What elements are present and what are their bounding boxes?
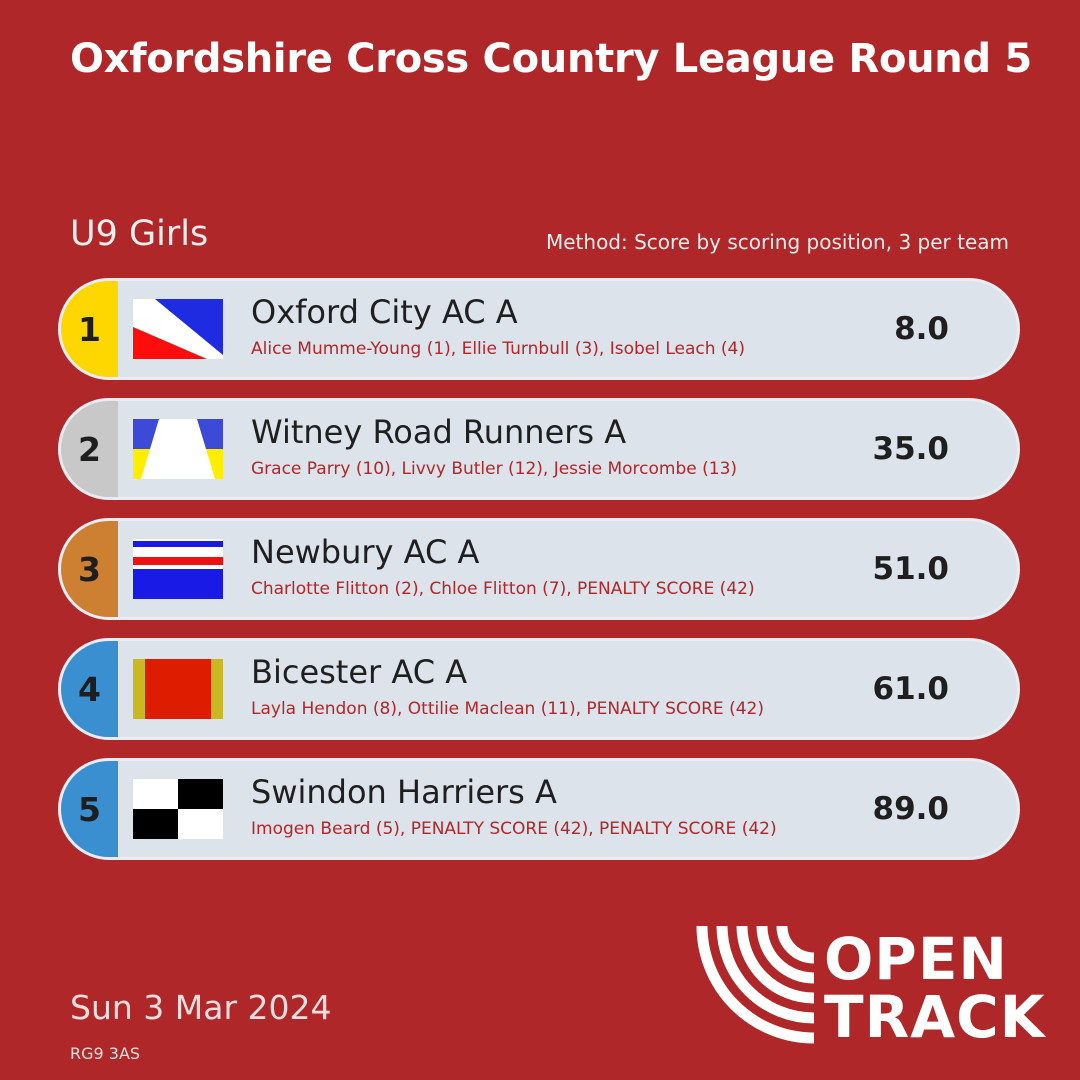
team-score: 51.0	[872, 551, 950, 587]
oxford-city-flag-icon	[133, 299, 223, 359]
result-row: 5 Swindon Harriers A Imogen Beard (5), P…	[58, 758, 1020, 860]
team-members: Grace Parry (10), Livvy Butler (12), Jes…	[251, 459, 738, 479]
category-label: U9 Girls	[70, 214, 209, 254]
witney-flag-icon	[133, 419, 223, 479]
result-row: 2 Witney Road Runners A Grace Parry (10)…	[58, 398, 1020, 500]
team-name: Swindon Harriers A	[251, 773, 557, 811]
opentrack-logo: OPEN TRACK	[694, 926, 1046, 1046]
team-score: 61.0	[872, 671, 950, 707]
team-name: Newbury AC A	[251, 533, 480, 571]
team-members: Charlotte Flitton (2), Chloe Flitton (7)…	[251, 579, 755, 599]
team-score: 89.0	[872, 791, 950, 827]
scoring-method: Method: Score by scoring position, 3 per…	[545, 230, 1009, 254]
position-badge: 5	[61, 761, 118, 857]
bicester-flag-icon	[133, 659, 223, 719]
logo-text-open: OPEN	[824, 925, 1008, 993]
team-members: Imogen Beard (5), PENALTY SCORE (42), PE…	[251, 819, 777, 839]
result-row: 1 Oxford City AC A Alice Mumme-Young (1)…	[58, 278, 1020, 380]
event-date: Sun 3 Mar 2024	[70, 988, 332, 1027]
position-badge: 3	[61, 521, 118, 617]
team-name: Witney Road Runners A	[251, 413, 627, 451]
logo-text-track: TRACK	[824, 983, 1046, 1051]
position-badge: 1	[61, 281, 118, 377]
team-members: Layla Hendon (8), Ottilie Maclean (11), …	[251, 699, 764, 719]
page-title: Oxfordshire Cross Country League Round 5	[70, 36, 1032, 82]
team-name: Oxford City AC A	[251, 293, 518, 331]
team-name: Bicester AC A	[251, 653, 468, 691]
position-badge: 4	[61, 641, 118, 737]
newbury-flag-icon	[133, 539, 223, 599]
team-score: 8.0	[894, 311, 949, 347]
result-row: 4 Bicester AC A Layla Hendon (8), Ottili…	[58, 638, 1020, 740]
swindon-flag-icon	[133, 779, 223, 839]
team-members: Alice Mumme-Young (1), Ellie Turnbull (3…	[251, 339, 746, 359]
event-postcode: RG9 3AS	[70, 1044, 141, 1063]
position-badge: 2	[61, 401, 118, 497]
team-score: 35.0	[872, 431, 950, 467]
result-row: 3 Newbury AC A Charlotte Flitton (2), Ch…	[58, 518, 1020, 620]
opentrack-track-icon	[696, 926, 814, 1044]
